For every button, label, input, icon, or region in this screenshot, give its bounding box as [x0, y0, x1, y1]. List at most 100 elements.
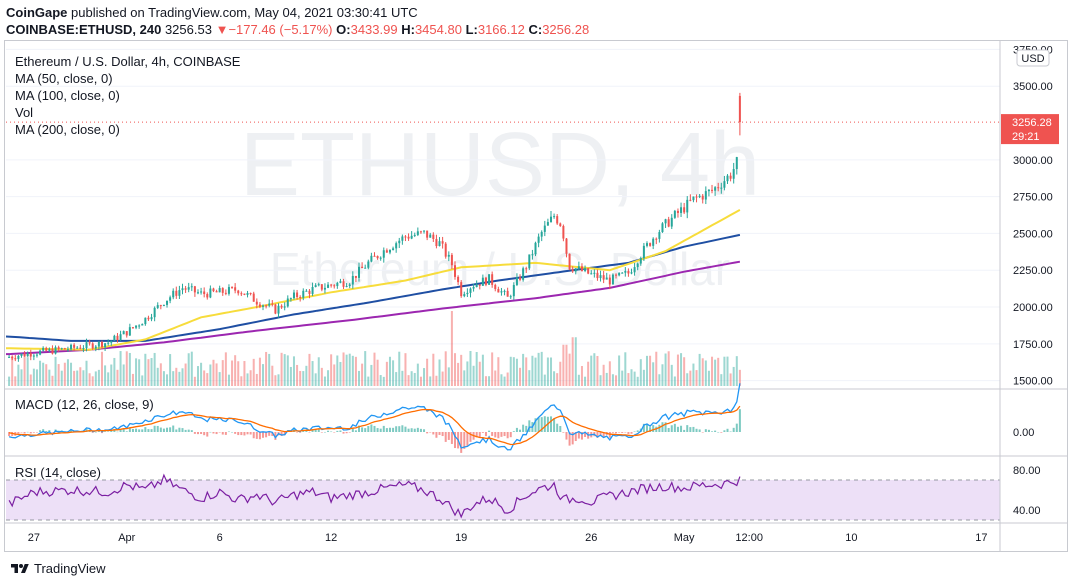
- macd-histogram-bar: [726, 428, 729, 432]
- volume-bar: [76, 370, 79, 386]
- macd-histogram-bar: [376, 428, 379, 432]
- symbol: COINBASE:ETHUSD, 240: [6, 22, 162, 37]
- candle-body: [354, 275, 357, 278]
- time-tick: 12:00: [735, 532, 763, 544]
- volume-bar: [280, 352, 283, 386]
- candle-body: [361, 266, 364, 269]
- macd-histogram-bar: [683, 429, 686, 432]
- macd-histogram-bar: [91, 432, 94, 433]
- macd-histogram-bar: [611, 432, 614, 433]
- macd-histogram-bar: [429, 432, 432, 433]
- macd-histogram-bar: [732, 427, 735, 432]
- macd-histogram-bar: [664, 422, 667, 432]
- candle-body: [438, 241, 441, 247]
- volume-bar: [423, 368, 426, 386]
- candle-body: [125, 331, 128, 336]
- candle-body: [621, 272, 624, 274]
- candle-body: [596, 272, 599, 279]
- volume-bar: [63, 362, 66, 386]
- price: 3256.53: [164, 22, 212, 37]
- volume-bar: [323, 376, 326, 386]
- volume-bar: [370, 364, 373, 386]
- legend-ma200[interactable]: MA (200, close, 0): [15, 122, 120, 137]
- volume-bar: [8, 376, 11, 386]
- candle-body: [642, 245, 645, 259]
- volume-bar: [407, 375, 410, 386]
- tradingview-brand[interactable]: TradingView: [10, 561, 106, 576]
- volume-bar: [546, 357, 549, 386]
- macd-histogram-bar: [234, 432, 237, 434]
- volume-bar: [723, 356, 726, 386]
- candle-body: [615, 274, 618, 276]
- macd-histogram-bar: [413, 428, 416, 432]
- candle-body: [262, 305, 265, 307]
- macd-histogram-bar: [373, 425, 376, 432]
- macd-histogram-bar: [478, 432, 481, 438]
- volume-bar: [82, 370, 85, 386]
- candle-body: [370, 255, 373, 262]
- candle-body: [605, 277, 608, 280]
- legend-ma100[interactable]: MA (100, close, 0): [15, 88, 120, 103]
- volume-bar: [450, 311, 453, 386]
- volume-bar: [305, 365, 308, 386]
- volume-bar: [138, 359, 141, 386]
- volume-bar: [553, 371, 556, 386]
- macd-histogram-bar: [258, 432, 261, 440]
- legend-vol[interactable]: Vol: [15, 105, 34, 120]
- macd-histogram-bar: [584, 432, 587, 437]
- volume-bar: [224, 352, 227, 386]
- volume-bar: [460, 354, 463, 386]
- macd-histogram-bar: [395, 426, 398, 432]
- macd-histogram-bar: [283, 432, 286, 436]
- macd-histogram-bar: [314, 429, 317, 432]
- candle-body: [339, 281, 342, 283]
- macd-histogram-bar: [401, 425, 404, 432]
- candle-body: [327, 284, 330, 288]
- macd-histogram-bar: [23, 432, 26, 434]
- candle-body: [618, 272, 621, 276]
- volume-bar: [652, 362, 655, 386]
- volume-bar: [60, 370, 63, 386]
- candle-body: [128, 327, 131, 336]
- macd-histogram-bar: [571, 432, 574, 445]
- macd-histogram-bar: [450, 432, 453, 444]
- volume-bar: [268, 353, 271, 386]
- volume-bar: [738, 369, 741, 386]
- candle-body: [689, 199, 692, 201]
- candle-body: [723, 181, 726, 188]
- volume-bar: [289, 366, 292, 386]
- legend-rsi[interactable]: RSI (14, close): [15, 465, 101, 480]
- volume-bar: [667, 351, 670, 386]
- candle-body: [150, 317, 153, 320]
- legend-macd[interactable]: MACD (12, 26, close, 9): [15, 397, 154, 412]
- volume-bar: [525, 357, 528, 386]
- candle-body: [131, 327, 134, 329]
- chart-frame[interactable]: [4, 40, 1068, 552]
- macd-histogram-bar: [209, 431, 212, 433]
- candle-body: [556, 216, 559, 224]
- macd-tick: 0.00: [1013, 427, 1034, 439]
- candle-body: [79, 347, 82, 349]
- legend-ma50[interactable]: MA (50, close, 0): [15, 71, 113, 86]
- candle-body: [624, 271, 627, 273]
- volume-bar: [283, 354, 286, 386]
- candle-body: [457, 276, 460, 283]
- volume-bar: [543, 374, 546, 386]
- macd-histogram-bar: [398, 426, 401, 432]
- volume-bar: [512, 357, 515, 386]
- candle-body: [249, 293, 252, 295]
- candle-body: [14, 358, 17, 360]
- volume-bar: [57, 364, 60, 386]
- candle-body: [169, 297, 172, 301]
- open-label: O:: [336, 22, 351, 37]
- volume-bar: [364, 351, 367, 386]
- macd-histogram-bar: [481, 432, 484, 433]
- candle-body: [571, 269, 574, 272]
- candle-body: [611, 274, 614, 285]
- macd-histogram-bar: [147, 429, 150, 432]
- candle-body: [673, 210, 676, 218]
- volume-bar: [385, 361, 388, 386]
- volume-bar: [559, 361, 562, 386]
- candle-body: [633, 267, 636, 273]
